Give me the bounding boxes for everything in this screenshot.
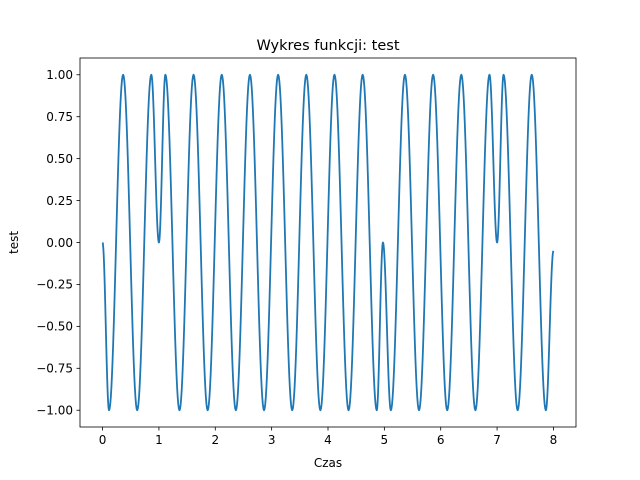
y-tick-label: 0.00 xyxy=(46,236,73,250)
x-tick-label: 4 xyxy=(324,433,332,447)
x-axis: 0 1 2 3 4 5 6 7 8 xyxy=(99,427,558,447)
x-tick-label: 0 xyxy=(99,433,107,447)
x-tick-label: 3 xyxy=(268,433,276,447)
y-tick-label: −0.50 xyxy=(36,320,73,334)
x-axis-label: Czas xyxy=(314,456,342,470)
y-tick-label: −0.75 xyxy=(36,362,73,376)
series-line-0 xyxy=(101,73,555,412)
y-tick-label: 1.00 xyxy=(46,68,73,82)
y-tick-label: −1.00 xyxy=(36,404,73,418)
y-tick-label: −0.25 xyxy=(36,278,73,292)
x-tick-label: 6 xyxy=(437,433,445,447)
chart-title: Wykres funkcji: test xyxy=(256,38,399,54)
y-axis-label: test xyxy=(7,231,21,254)
y-tick-label: 0.75 xyxy=(46,110,73,124)
y-axis: −1.00 −0.75 −0.50 −0.25 0.00 0.25 0.50 0.75 1.00 xyxy=(36,68,80,418)
plot-layer xyxy=(101,73,555,412)
x-tick-label: 7 xyxy=(493,433,501,447)
y-tick-label: 0.50 xyxy=(46,152,73,166)
x-tick-label: 5 xyxy=(381,433,389,447)
x-tick-label: 2 xyxy=(211,433,219,447)
x-tick-label: 8 xyxy=(550,433,558,447)
x-tick-label: 1 xyxy=(155,433,163,447)
y-tick-label: 0.25 xyxy=(46,194,73,208)
